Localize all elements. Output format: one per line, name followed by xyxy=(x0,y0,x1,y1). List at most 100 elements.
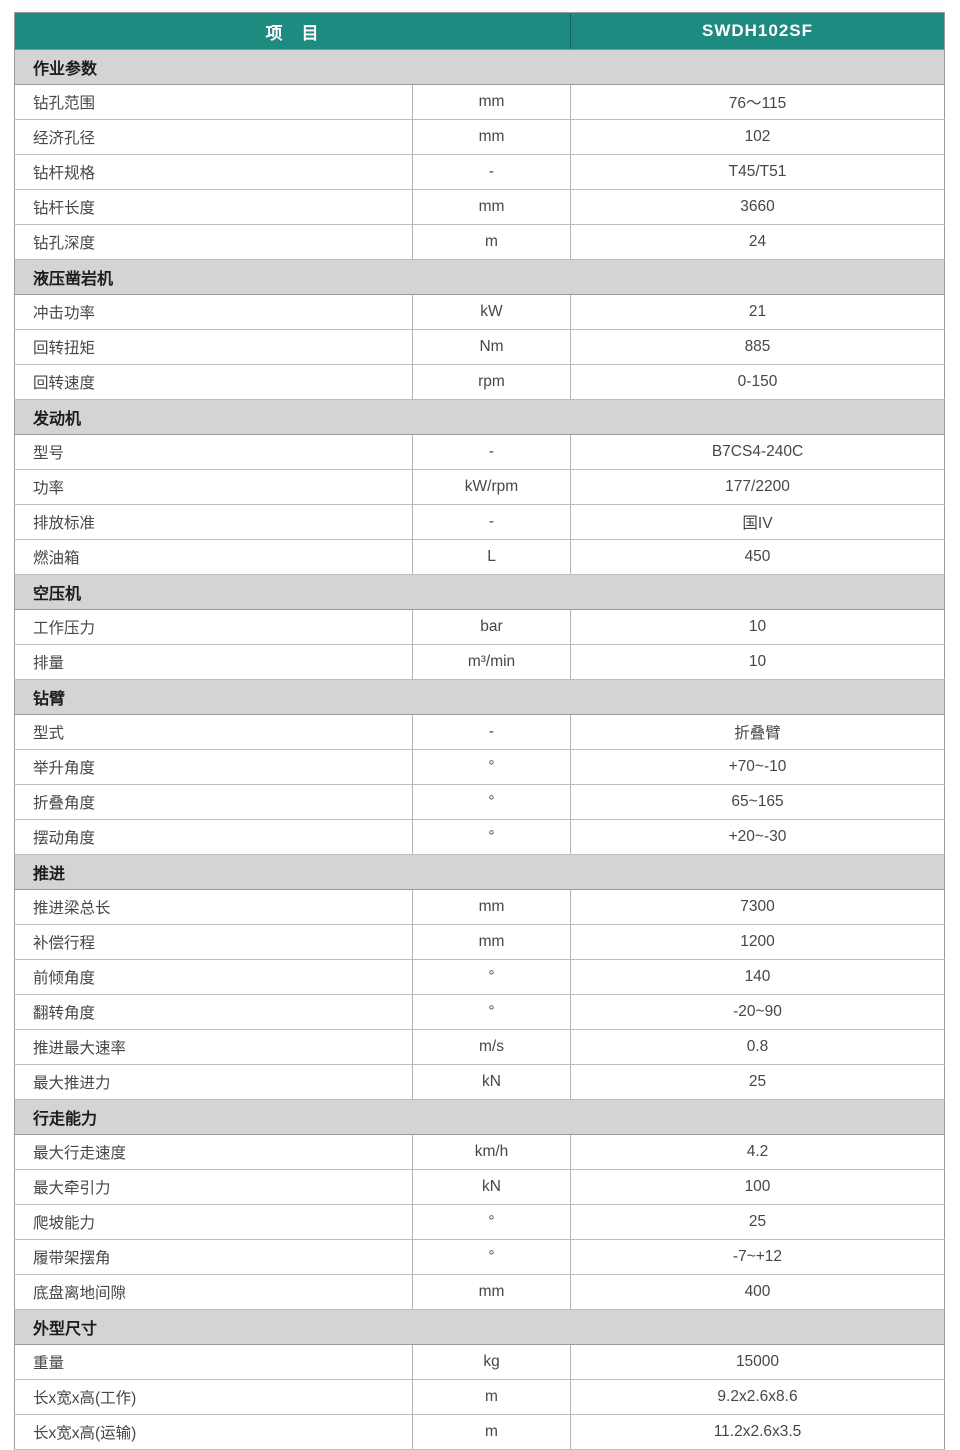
table-row: 最大行走速度 km/h 4.2 xyxy=(14,1134,945,1170)
table-row: 底盘离地间隙 mm 400 xyxy=(14,1274,945,1310)
table-row: 补偿行程 mm 1200 xyxy=(14,924,945,960)
spec-name-cell: 推进最大速率 xyxy=(14,1029,413,1065)
spec-name-cell: 前倾角度 xyxy=(14,959,413,995)
spec-name-cell: 补偿行程 xyxy=(14,924,413,960)
table-row: 最大牵引力 kN 100 xyxy=(14,1169,945,1205)
section-title: 行走能力 xyxy=(14,1099,945,1135)
spec-name-cell: 爬坡能力 xyxy=(14,1204,413,1240)
spec-name-cell: 履带架摆角 xyxy=(14,1239,413,1275)
model-column-header: SWDH102SF xyxy=(570,12,945,50)
spec-name-cell: 长x宽x高(运输) xyxy=(14,1414,413,1450)
spec-name-cell: 钻孔深度 xyxy=(14,224,413,260)
spec-value-cell: 15000 xyxy=(570,1344,945,1380)
spec-name-cell: 摆动角度 xyxy=(14,819,413,855)
spec-unit-cell: ° xyxy=(412,959,571,995)
section-header-row: 推进 xyxy=(14,854,945,890)
spec-unit-cell: ° xyxy=(412,784,571,820)
spec-value-cell: 400 xyxy=(570,1274,945,1310)
spec-unit-cell: m/s xyxy=(412,1029,571,1065)
spec-unit-cell: mm xyxy=(412,189,571,225)
spec-name-cell: 工作压力 xyxy=(14,609,413,645)
table-row: 长x宽x高(工作) m 9.2x2.6x8.6 xyxy=(14,1379,945,1415)
spec-table-header: 项 目 SWDH102SF xyxy=(14,12,945,50)
spec-value-cell: 21 xyxy=(570,294,945,330)
table-row: 冲击功率 kW 21 xyxy=(14,294,945,330)
spec-value-cell: 177/2200 xyxy=(570,469,945,505)
section-header-row: 作业参数 xyxy=(14,49,945,85)
spec-name-cell: 型式 xyxy=(14,714,413,750)
spec-unit-cell: bar xyxy=(412,609,571,645)
spec-name-cell: 回转速度 xyxy=(14,364,413,400)
spec-table: 项 目 SWDH102SF 作业参数 钻孔范围 mm 76〜115 经济孔径 m… xyxy=(14,12,945,1450)
spec-unit-cell: kW xyxy=(412,294,571,330)
section-title: 液压凿岩机 xyxy=(14,259,945,295)
spec-value-cell: 102 xyxy=(570,119,945,155)
spec-value-cell: T45/T51 xyxy=(570,154,945,190)
spec-value-cell: 7300 xyxy=(570,889,945,925)
section-header-row: 行走能力 xyxy=(14,1099,945,1135)
spec-value-cell: 65~165 xyxy=(570,784,945,820)
spec-unit-cell: ° xyxy=(412,994,571,1030)
table-row: 型号 - B7CS4-240C xyxy=(14,434,945,470)
table-row: 钻杆长度 mm 3660 xyxy=(14,189,945,225)
section-header-row: 液压凿岩机 xyxy=(14,259,945,295)
table-row: 回转扭矩 Nm 885 xyxy=(14,329,945,365)
table-row: 举升角度 ° +70~-10 xyxy=(14,749,945,785)
spec-unit-cell: kN xyxy=(412,1064,571,1100)
spec-name-cell: 重量 xyxy=(14,1344,413,1380)
spec-value-cell: 10 xyxy=(570,644,945,680)
spec-unit-cell: kg xyxy=(412,1344,571,1380)
table-row: 推进梁总长 mm 7300 xyxy=(14,889,945,925)
section-header-row: 钻臂 xyxy=(14,679,945,715)
spec-unit-cell: ° xyxy=(412,1239,571,1275)
table-row: 功率 kW/rpm 177/2200 xyxy=(14,469,945,505)
table-row: 摆动角度 ° +20~-30 xyxy=(14,819,945,855)
spec-value-cell: +20~-30 xyxy=(570,819,945,855)
spec-name-cell: 型号 xyxy=(14,434,413,470)
spec-unit-cell: m xyxy=(412,1379,571,1415)
spec-value-cell: 0.8 xyxy=(570,1029,945,1065)
spec-name-cell: 钻孔范围 xyxy=(14,84,413,120)
spec-unit-cell: kN xyxy=(412,1169,571,1205)
section-title: 发动机 xyxy=(14,399,945,435)
spec-value-cell: 9.2x2.6x8.6 xyxy=(570,1379,945,1415)
table-row: 推进最大速率 m/s 0.8 xyxy=(14,1029,945,1065)
spec-unit-cell: km/h xyxy=(412,1134,571,1170)
spec-name-cell: 回转扭矩 xyxy=(14,329,413,365)
section-title: 钻臂 xyxy=(14,679,945,715)
spec-name-cell: 经济孔径 xyxy=(14,119,413,155)
spec-name-cell: 推进梁总长 xyxy=(14,889,413,925)
table-row: 长x宽x高(运输) m 11.2x2.6x3.5 xyxy=(14,1414,945,1450)
spec-value-cell: 885 xyxy=(570,329,945,365)
spec-value-cell: -20~90 xyxy=(570,994,945,1030)
table-row: 钻孔深度 m 24 xyxy=(14,224,945,260)
spec-value-cell: 25 xyxy=(570,1204,945,1240)
spec-unit-cell: mm xyxy=(412,889,571,925)
spec-name-cell: 最大推进力 xyxy=(14,1064,413,1100)
spec-name-cell: 最大行走速度 xyxy=(14,1134,413,1170)
spec-unit-cell: L xyxy=(412,539,571,575)
spec-unit-cell: ° xyxy=(412,749,571,785)
spec-name-cell: 最大牵引力 xyxy=(14,1169,413,1205)
spec-value-cell: 1200 xyxy=(570,924,945,960)
spec-unit-cell: mm xyxy=(412,1274,571,1310)
table-row: 回转速度 rpm 0-150 xyxy=(14,364,945,400)
spec-name-cell: 功率 xyxy=(14,469,413,505)
table-row: 最大推进力 kN 25 xyxy=(14,1064,945,1100)
spec-unit-cell: m³/min xyxy=(412,644,571,680)
spec-unit-cell: ° xyxy=(412,819,571,855)
table-row: 排量 m³/min 10 xyxy=(14,644,945,680)
spec-name-cell: 折叠角度 xyxy=(14,784,413,820)
spec-unit-cell: ° xyxy=(412,1204,571,1240)
spec-value-cell: 11.2x2.6x3.5 xyxy=(570,1414,945,1450)
spec-unit-cell: Nm xyxy=(412,329,571,365)
spec-unit-cell: kW/rpm xyxy=(412,469,571,505)
spec-unit-cell: - xyxy=(412,434,571,470)
spec-value-cell: 0-150 xyxy=(570,364,945,400)
table-row: 钻杆规格 - T45/T51 xyxy=(14,154,945,190)
item-column-header: 项 目 xyxy=(14,12,571,50)
spec-value-cell: 25 xyxy=(570,1064,945,1100)
section-header-row: 外型尺寸 xyxy=(14,1309,945,1345)
spec-unit-cell: mm xyxy=(412,119,571,155)
table-row: 型式 - 折叠臂 xyxy=(14,714,945,750)
